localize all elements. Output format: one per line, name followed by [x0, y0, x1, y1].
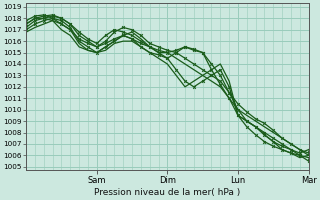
X-axis label: Pression niveau de la mer( hPa ): Pression niveau de la mer( hPa ) [94, 188, 241, 197]
